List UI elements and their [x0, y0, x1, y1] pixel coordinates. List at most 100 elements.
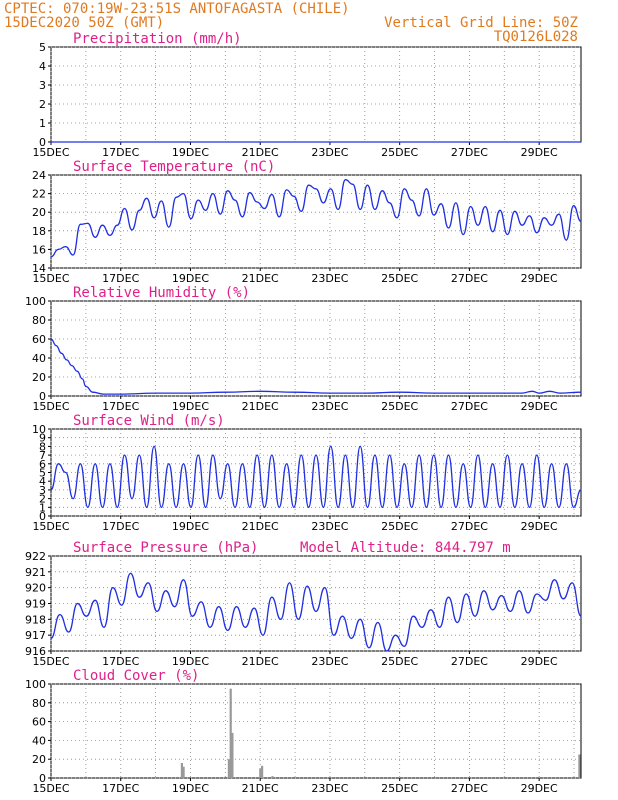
header-model-id: TQ0126L028 [494, 29, 578, 45]
data-point [418, 454, 420, 456]
data-point [294, 391, 296, 393]
data-point [286, 189, 288, 191]
xtick-label: 15DEC [32, 520, 69, 533]
data-point [447, 227, 450, 229]
ytick-label: 922 [25, 550, 46, 563]
data-point [315, 188, 317, 190]
panel-frame [50, 683, 582, 779]
ytick-label: 100 [25, 295, 46, 308]
data-point [330, 445, 332, 447]
ytick-label: 6 [39, 458, 46, 471]
data-point [521, 392, 523, 394]
data-point [293, 195, 295, 197]
data-point [324, 587, 326, 589]
data-point [131, 498, 133, 500]
data-point [197, 454, 199, 456]
data-point [259, 390, 261, 392]
data-point [256, 454, 258, 456]
data-point [462, 233, 464, 236]
data-point [189, 392, 192, 394]
data-point [521, 224, 523, 226]
xtick-label: 23DEC [311, 146, 348, 159]
data-point [191, 615, 193, 617]
data-point [280, 618, 282, 620]
data-point [121, 604, 123, 606]
header-location: CPTEC: 070:19W-23:51S ANTOFAGASTA (CHILE… [4, 1, 350, 17]
xtick-label: 25DEC [381, 782, 418, 795]
data-point [439, 626, 441, 628]
data-point [271, 596, 273, 598]
ytick-label: 10 [32, 423, 46, 436]
data-point [396, 217, 398, 219]
xtick-label: 23DEC [311, 400, 348, 413]
data-point [160, 200, 162, 202]
ytick-label: 0 [39, 390, 46, 403]
xtick-label: 17DEC [102, 146, 139, 159]
data-point [129, 572, 132, 575]
ytick-label: 921 [25, 566, 46, 579]
ytick-label: 2 [39, 493, 46, 506]
xtick-label: 17DEC [102, 782, 139, 795]
data-point [470, 206, 472, 208]
data-point [182, 193, 185, 195]
ytick-label: 4 [39, 60, 46, 73]
xtick-label: 29DEC [521, 520, 558, 533]
data-point [50, 637, 52, 639]
data-point [558, 506, 560, 508]
data-point [109, 463, 111, 465]
data-point [175, 506, 177, 508]
data-point [50, 338, 52, 340]
xtick-label: 27DEC [451, 400, 488, 413]
data-point [87, 506, 89, 508]
data-point [411, 199, 413, 201]
data-point [241, 463, 243, 465]
data-point [551, 224, 553, 226]
data-point [514, 210, 516, 212]
data-point [580, 141, 582, 143]
data-point [499, 506, 501, 508]
data-point [518, 590, 520, 592]
data-point [212, 454, 214, 456]
data-point [81, 378, 83, 380]
data-point [190, 218, 192, 220]
data-point [263, 506, 266, 508]
data-point [71, 365, 73, 367]
ytick-label: 40 [32, 734, 46, 747]
cloud-bar [578, 754, 581, 778]
data-point [394, 634, 397, 636]
data-point [278, 506, 280, 508]
xtick-label: 23DEC [311, 782, 348, 795]
data-point [85, 615, 87, 617]
header-grid-note: Vertical Grid Line: 50Z [384, 15, 578, 31]
data-point [484, 206, 486, 208]
cloud-bar [180, 763, 183, 778]
data-point [418, 215, 420, 217]
ytick-label: 16 [32, 243, 46, 256]
data-point [350, 637, 352, 639]
data-point [528, 506, 531, 508]
panel-title: Surface Wind (m/s) [73, 413, 225, 429]
xtick-label: 15DEC [32, 272, 69, 285]
data-point [374, 208, 376, 210]
data-point [66, 359, 68, 361]
data-point [227, 463, 229, 465]
xtick-label: 27DEC [451, 520, 488, 533]
xtick-label: 29DEC [521, 146, 558, 159]
ytick-label: 24 [32, 169, 46, 182]
data-point [174, 606, 176, 608]
xtick-label: 19DEC [172, 272, 209, 285]
ytick-label: 0 [39, 772, 46, 785]
xtick-label: 19DEC [172, 520, 209, 533]
data-point [531, 390, 533, 392]
data-point [79, 223, 81, 225]
data-point [433, 214, 435, 216]
data-point [227, 629, 229, 632]
data-point [76, 602, 79, 605]
data-point [138, 209, 140, 211]
panel-frame [50, 300, 582, 397]
data-point [212, 193, 214, 195]
data-point [558, 213, 560, 215]
data-point [101, 224, 104, 226]
data-point [468, 392, 470, 394]
ytick-label: 20 [32, 371, 46, 384]
